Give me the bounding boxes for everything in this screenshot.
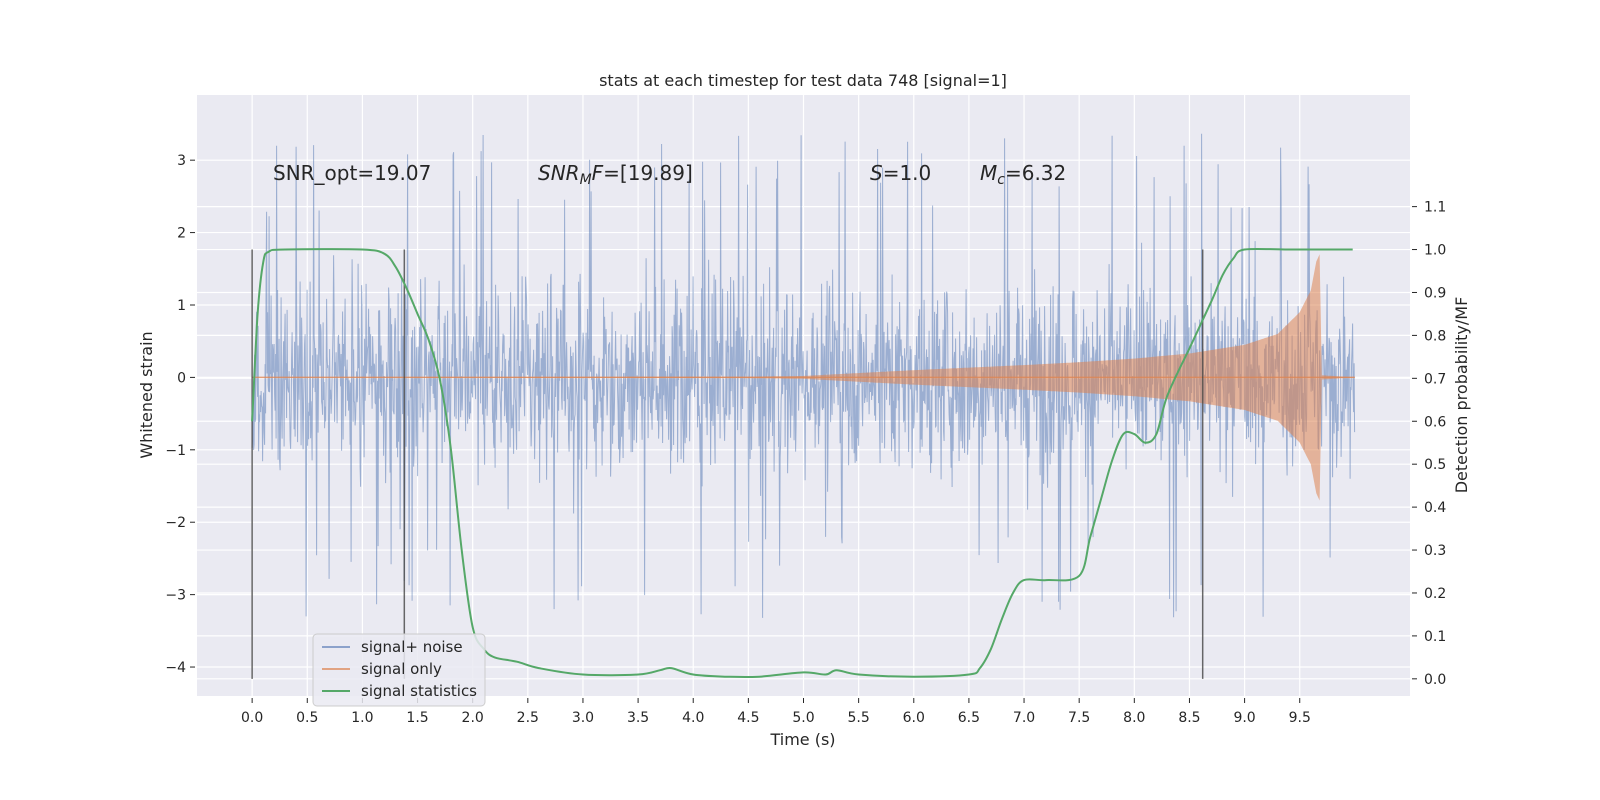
legend-label-signal-only: signal only [361, 660, 442, 678]
annotation-mc: Mc=6.32 [980, 161, 1066, 188]
x-tick-label: 7.0 [1013, 710, 1035, 726]
y2-tick-label: 0.8 [1424, 328, 1446, 344]
legend-box [312, 633, 486, 707]
x-axis-ticks: 0.0 0.5 1.0 1.5 2.0 2.5 3.0 3.5 4.0 4.5 5.0 5.5 6.0 6… [241, 698, 1311, 726]
y-tick-label: −4 [165, 660, 186, 676]
y-tick-label: 1 [177, 298, 186, 314]
x-tick-label: 1.0 [351, 710, 373, 726]
x-tick-label: 2.0 [462, 710, 484, 726]
annotation-snr-mf: SNRMF=[19.89] [538, 161, 693, 188]
y-tick-label: −1 [165, 443, 186, 459]
annotation-s: S=1.0 [870, 161, 931, 185]
x-tick-label: 9.5 [1289, 710, 1311, 726]
chart-title: stats at each timestep for test data 748… [599, 71, 1007, 90]
x-axis-label: Time (s) [769, 730, 835, 749]
y-tick-label: 0 [177, 370, 186, 386]
y-axis-label: Whitened strain [137, 331, 156, 458]
signal-statistics-line [251, 247, 1353, 679]
y2-tick-label: 1.1 [1424, 200, 1446, 216]
x-tick-label: 8.0 [1123, 710, 1145, 726]
y2-tick-label: 0.9 [1424, 285, 1446, 301]
x-tick-label: 1.5 [406, 710, 428, 726]
y2-tick-label: 0.0 [1424, 672, 1446, 688]
x-tick-label: 6.0 [903, 710, 925, 726]
x-tick-label: 9.0 [1233, 710, 1255, 726]
y2-tick-label: 0.2 [1424, 586, 1446, 602]
legend-label-signal-statistics: signal statistics [361, 682, 477, 700]
left-axis-ticks: 3 2 1 0 −1 −2 −3 −4 [165, 153, 195, 676]
y2-tick-label: 0.3 [1424, 543, 1446, 559]
right-axis-ticks: 1.1 1.0 0.9 0.8 0.7 0.6 0.5 0.4 0.3 0.2 0.1 0.0 [1412, 200, 1446, 688]
x-tick-label: 5.5 [848, 710, 870, 726]
y2-tick-label: 0.6 [1424, 414, 1446, 430]
x-tick-label: 6.5 [958, 710, 980, 726]
y2-tick-label: 0.4 [1424, 500, 1446, 516]
y-tick-label: −3 [165, 588, 186, 604]
x-tick-label: 0.5 [296, 710, 318, 726]
y2-tick-label: 0.1 [1424, 629, 1446, 645]
y2-tick-label: 1.0 [1424, 243, 1446, 259]
y-tick-label: 3 [177, 153, 186, 169]
x-tick-label: 4.0 [682, 710, 704, 726]
x-tick-label: 8.5 [1178, 710, 1200, 726]
annotation-snr-opt: SNR_opt=19.07 [273, 161, 431, 185]
x-tick-label: 4.5 [737, 710, 759, 726]
x-tick-label: 5.0 [792, 710, 814, 726]
x-tick-label: 0.0 [241, 710, 263, 726]
y2-tick-label: 0.5 [1424, 457, 1446, 473]
y2-axis-label: Detection probability/MF [1452, 297, 1471, 494]
x-tick-label: 3.0 [572, 710, 594, 726]
y-tick-label: 2 [177, 226, 186, 242]
legend: signal+ noise signal only signal statist… [312, 633, 486, 707]
x-tick-label: 3.5 [627, 710, 649, 726]
x-tick-label: 7.5 [1068, 710, 1090, 726]
y-tick-label: −2 [165, 515, 186, 531]
x-tick-label: 2.5 [517, 710, 539, 726]
legend-label-signal-plus-noise: signal+ noise [361, 638, 463, 656]
signal-plus-noise-line [251, 133, 1356, 618]
y2-tick-label: 0.7 [1424, 371, 1446, 387]
